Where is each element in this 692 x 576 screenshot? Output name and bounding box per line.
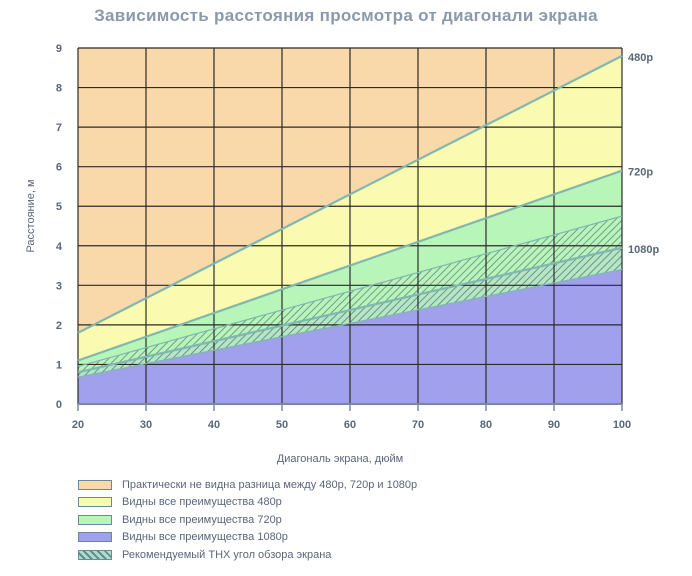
- x-tick-label: 60: [344, 419, 356, 431]
- legend-swatch: [78, 497, 112, 508]
- series-label-720p: 720p: [628, 167, 653, 179]
- legend-swatch: [78, 549, 112, 560]
- x-tick-label: 100: [613, 419, 631, 431]
- thx-lower-line: [77, 268, 623, 378]
- x-tick-label: 80: [480, 419, 492, 431]
- y-tick-label: 1: [56, 359, 62, 371]
- series-line-480p: [77, 54, 623, 334]
- chart-title: Зависимость расстояния просмотра от диаг…: [94, 6, 598, 25]
- y-axis-label: Расстояние, м: [25, 179, 37, 252]
- y-tick-label: 6: [56, 162, 62, 174]
- legend-label: Видны все преимущества 1080p: [122, 531, 288, 544]
- legend-label: Рекомендуемый THX угол обзора экрана: [122, 548, 332, 561]
- series-line-720p: [77, 169, 623, 362]
- legend-swatch: [78, 514, 112, 525]
- y-tick-label: 3: [56, 280, 62, 292]
- y-tick-label: 4: [56, 241, 63, 253]
- series-line-1080p: [77, 246, 623, 374]
- x-tick-label: 30: [140, 419, 152, 431]
- legend: Практически не видна разница между 480p,…: [78, 476, 417, 564]
- chart-plot: 20 30 40 50 60 70 80 90 100 0 1 2 3 4 5 6 7 8 9 Диагональ …: [25, 43, 659, 465]
- legend-item: Видны все преимущества 1080p: [78, 529, 417, 547]
- y-tick-label: 2: [56, 320, 62, 332]
- legend-item: Практически не видна разница между 480p,…: [78, 476, 417, 494]
- legend-label: Видны все преимущества 720p: [122, 513, 282, 526]
- legend-item: Рекомендуемый THX угол обзора экрана: [78, 546, 417, 564]
- series-label-1080p: 1080p: [628, 244, 659, 256]
- x-tick-label: 20: [72, 419, 84, 431]
- legend-swatch: [78, 532, 112, 543]
- x-tick-label: 90: [548, 419, 560, 431]
- y-tick-label: 9: [56, 43, 62, 55]
- y-tick-label: 5: [56, 201, 62, 213]
- legend-label: Видны все преимущества 480p: [122, 496, 282, 509]
- legend-swatch: [78, 479, 112, 490]
- legend-label: Практически не видна разница между 480p,…: [122, 478, 418, 491]
- y-tick-label: 8: [56, 83, 62, 95]
- x-tick-label: 50: [276, 419, 288, 431]
- series-label-480p: 480p: [628, 52, 653, 64]
- legend-item: Видны все преимущества 480p: [78, 494, 417, 512]
- x-tick-label: 40: [208, 419, 220, 431]
- legend-item: Видны все преимущества 720p: [78, 511, 417, 529]
- x-axis-label: Диагональ экрана, дюйм: [277, 453, 403, 465]
- y-tick-label: 0: [56, 399, 62, 411]
- y-tick-label: 7: [56, 122, 62, 134]
- x-tick-label: 70: [412, 419, 424, 431]
- thx-upper-line: [77, 215, 623, 368]
